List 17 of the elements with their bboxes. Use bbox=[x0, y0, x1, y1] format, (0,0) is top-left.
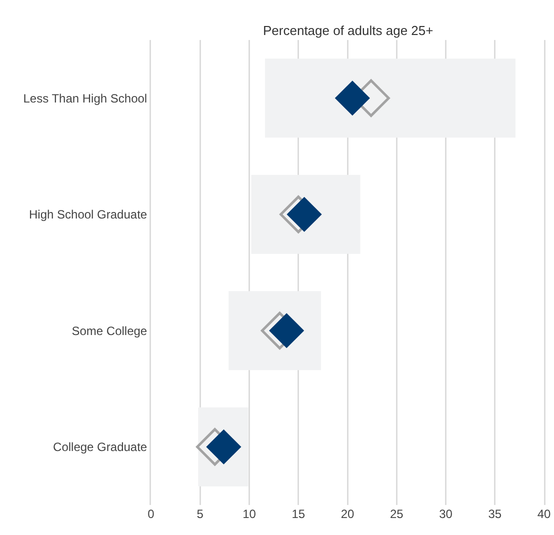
x-tick-label: 0 bbox=[148, 507, 155, 521]
bar bbox=[264, 58, 516, 138]
x-tick-label: 15 bbox=[292, 507, 306, 521]
x-axis-title: Percentage of adults age 25+ bbox=[263, 23, 434, 38]
x-tick-label: 5 bbox=[196, 507, 204, 521]
x-tick-label: 30 bbox=[439, 507, 453, 521]
x-tick-label: 35 bbox=[488, 507, 502, 521]
y-tick-label: College Graduate bbox=[53, 440, 148, 454]
x-tick-label: 40 bbox=[537, 507, 551, 521]
x-tick-label: 20 bbox=[340, 507, 354, 521]
y-tick-label: Less Than High School bbox=[23, 91, 148, 106]
x-tick-label: 10 bbox=[242, 507, 256, 521]
bar bbox=[251, 174, 360, 254]
y-tick-label: High School Graduate bbox=[29, 208, 148, 222]
y-tick-label: Some College bbox=[72, 324, 148, 338]
x-tick-label: 25 bbox=[390, 507, 404, 521]
point bbox=[334, 80, 370, 116]
